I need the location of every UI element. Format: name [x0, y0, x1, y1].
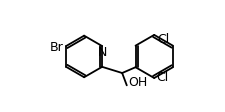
Text: Cl: Cl	[157, 32, 169, 45]
Text: OH: OH	[128, 76, 148, 89]
Text: N: N	[98, 46, 108, 59]
Text: Cl: Cl	[157, 70, 169, 83]
Text: Br: Br	[49, 40, 63, 53]
